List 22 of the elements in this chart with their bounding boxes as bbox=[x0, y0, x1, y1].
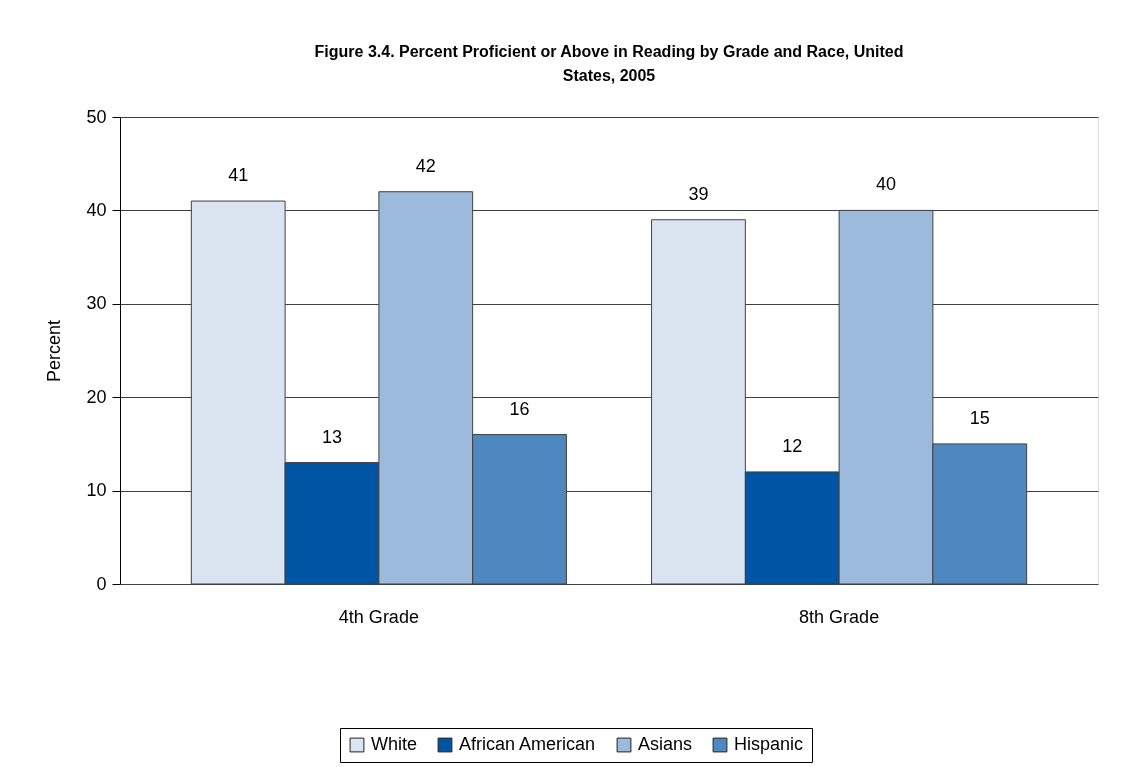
x-tick-label: 4th Grade bbox=[338, 606, 419, 627]
y-tick-label: 0 bbox=[96, 573, 107, 594]
data-label: 42 bbox=[415, 155, 436, 176]
data-label: 40 bbox=[875, 174, 897, 195]
data-label: 12 bbox=[782, 435, 803, 456]
legend-label: African American bbox=[459, 734, 596, 754]
data-label: 15 bbox=[969, 407, 990, 428]
legend-label: White bbox=[371, 734, 418, 754]
y-tick-label: 20 bbox=[86, 386, 107, 407]
y-tick-label: 10 bbox=[86, 480, 107, 501]
data-label: 41 bbox=[228, 165, 249, 186]
data-label: 13 bbox=[321, 426, 343, 447]
x-tick-label: 8th Grade bbox=[799, 606, 880, 627]
y-tick-label: 40 bbox=[86, 199, 107, 220]
data-label: 16 bbox=[509, 398, 530, 419]
y-tick-label: 30 bbox=[86, 293, 107, 314]
y-tick-label: 50 bbox=[86, 106, 107, 127]
y-axis-title: Percent bbox=[44, 319, 65, 383]
legend-label: Asians bbox=[638, 734, 693, 754]
data-label: 39 bbox=[688, 183, 709, 204]
chart-title: Figure 3.4. Percent Proficient or Above in Reading by Grade and Race, United States, 2005 bbox=[314, 43, 904, 84]
legend-label: Hispanic bbox=[734, 734, 804, 754]
